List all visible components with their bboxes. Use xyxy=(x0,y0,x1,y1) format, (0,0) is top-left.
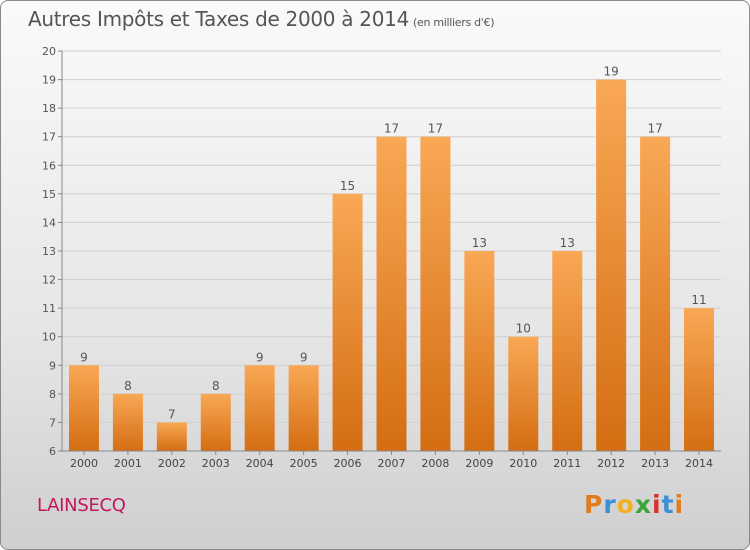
bar xyxy=(288,365,319,451)
x-tick-label: 2004 xyxy=(246,457,274,470)
bar xyxy=(332,193,363,451)
bar xyxy=(552,251,583,451)
y-axis: 6 7 8 9 10 11 12 13 14 15 16 17 18 19 20 xyxy=(42,45,63,458)
bar-value-label: 13 xyxy=(472,236,487,250)
bar xyxy=(508,336,539,451)
bar-value-label: 8 xyxy=(124,379,132,393)
bar xyxy=(244,365,275,451)
x-tick-label: 2014 xyxy=(685,457,713,470)
x-tick-label: 2012 xyxy=(597,457,625,470)
y-tick-label: 9 xyxy=(49,359,56,372)
chart-subtitle: (en milliers d'€) xyxy=(413,16,495,29)
bar xyxy=(464,251,495,451)
x-tick-label: 2010 xyxy=(509,457,537,470)
x-tick-label: 2007 xyxy=(378,457,406,470)
commune-name: LAINSECQ xyxy=(37,495,126,516)
bar xyxy=(684,308,715,451)
logo-letter: x xyxy=(634,490,652,519)
bar-value-label: 19 xyxy=(604,65,619,79)
bar xyxy=(156,422,187,451)
bar-value-label: 9 xyxy=(300,350,308,364)
logo-letter: r xyxy=(603,490,617,519)
y-tick-label: 17 xyxy=(42,131,56,144)
y-tick-label: 14 xyxy=(42,216,56,229)
x-tick-label: 2003 xyxy=(202,457,230,470)
bar-value-label: 13 xyxy=(560,236,575,250)
y-tick-label: 18 xyxy=(42,102,56,115)
logo-letter: P xyxy=(584,490,604,519)
bar xyxy=(596,79,627,452)
y-tick-label: 15 xyxy=(42,188,56,201)
bar-value-label: 11 xyxy=(691,293,706,307)
bar-value-label: 9 xyxy=(80,350,88,364)
logo-letter: t xyxy=(661,490,675,519)
y-tick-label: 8 xyxy=(49,388,56,401)
bar-value-label: 10 xyxy=(516,322,531,336)
bar-value-label: 7 xyxy=(168,407,176,421)
chart-title: Autres Impôts et Taxes de 2000 à 2014 (en… xyxy=(28,7,494,31)
y-tick-label: 7 xyxy=(49,416,56,429)
bar xyxy=(420,136,451,451)
bar xyxy=(112,393,143,451)
x-tick-label: 2000 xyxy=(70,457,98,470)
bar xyxy=(68,365,99,451)
x-tick-label: 2005 xyxy=(290,457,318,470)
x-tick-label: 2009 xyxy=(465,457,493,470)
y-tick-label: 10 xyxy=(42,331,56,344)
proxiti-logo[interactable]: Proxiti xyxy=(584,490,684,519)
x-tick-label: 2001 xyxy=(114,457,142,470)
title-text: Autres Impôts et Taxes de 2000 à 2014 xyxy=(28,7,409,31)
logo-letter: i xyxy=(674,490,685,519)
bar-value-label: 9 xyxy=(256,350,264,364)
x-tick-label: 2011 xyxy=(553,457,581,470)
bar-value-label: 15 xyxy=(340,179,355,193)
logo-letter: o xyxy=(616,490,635,519)
bar xyxy=(640,136,671,451)
y-tick-label: 19 xyxy=(42,74,56,87)
bar-value-label: 17 xyxy=(428,122,443,136)
bar-value-label: 8 xyxy=(212,379,220,393)
y-tick-label: 6 xyxy=(49,445,56,458)
bar-value-label: 17 xyxy=(384,122,399,136)
logo-letter: i xyxy=(652,490,662,519)
bar xyxy=(376,136,407,451)
y-tick-label: 13 xyxy=(42,245,56,258)
x-tick-label: 2006 xyxy=(334,457,362,470)
y-tick-label: 12 xyxy=(42,274,56,287)
y-tick-label: 16 xyxy=(42,159,56,172)
x-axis: 2000 2001 2002 2003 2004 2005 2006 2007 2008 2009… xyxy=(62,450,721,470)
bars: 9 8 7 8 9 9 15 17 17 13 10 13 19 17 11 xyxy=(68,65,715,452)
y-tick-label: 20 xyxy=(42,45,56,58)
x-tick-label: 2002 xyxy=(158,457,186,470)
x-tick-label: 2008 xyxy=(421,457,449,470)
bar-value-label: 17 xyxy=(647,122,662,136)
y-tick-label: 11 xyxy=(42,302,56,315)
bar xyxy=(200,393,231,451)
x-tick-label: 2013 xyxy=(641,457,669,470)
